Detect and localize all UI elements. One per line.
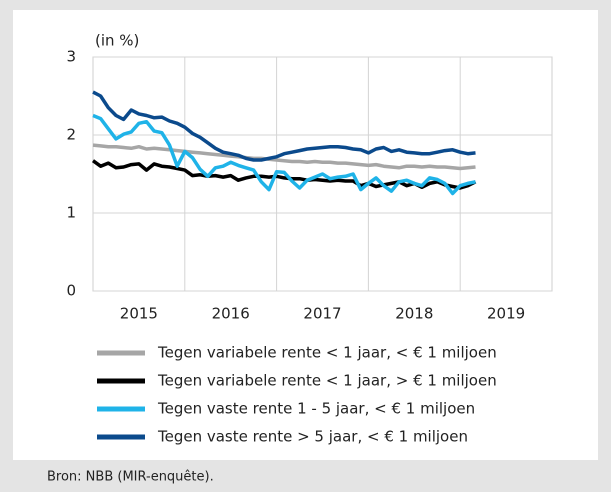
source: Bron: NBB (MIR-enquête).: [47, 470, 214, 485]
x-tick-label: 2015: [120, 305, 158, 323]
x-tick-label: 2018: [395, 305, 433, 323]
y-tick-label: 1: [66, 204, 76, 222]
series-line: [92, 113, 476, 196]
x-tick-label: 2017: [303, 305, 341, 323]
x-tick-label: 2016: [212, 305, 250, 323]
y-tick-label: 2: [66, 126, 76, 144]
panel: [13, 10, 598, 460]
legend-label: Tegen vaste rente 1 - 5 jaar, < € 1 milj…: [157, 400, 475, 418]
legend-label: Tegen variabele rente < 1 jaar, > € 1 mi…: [157, 372, 497, 390]
series-line: [92, 143, 476, 171]
y-tick-label: 0: [66, 282, 76, 300]
series-line: [92, 90, 476, 162]
legend-label: Tegen vaste rente > 5 jaar, < € 1 miljoe…: [157, 428, 468, 446]
y-tick-label: 3: [66, 48, 76, 66]
x-tick-label: 2019: [487, 305, 525, 323]
legend-label: Tegen variabele rente < 1 jaar, < € 1 mi…: [157, 344, 497, 362]
unit-label: (in %): [95, 32, 139, 50]
